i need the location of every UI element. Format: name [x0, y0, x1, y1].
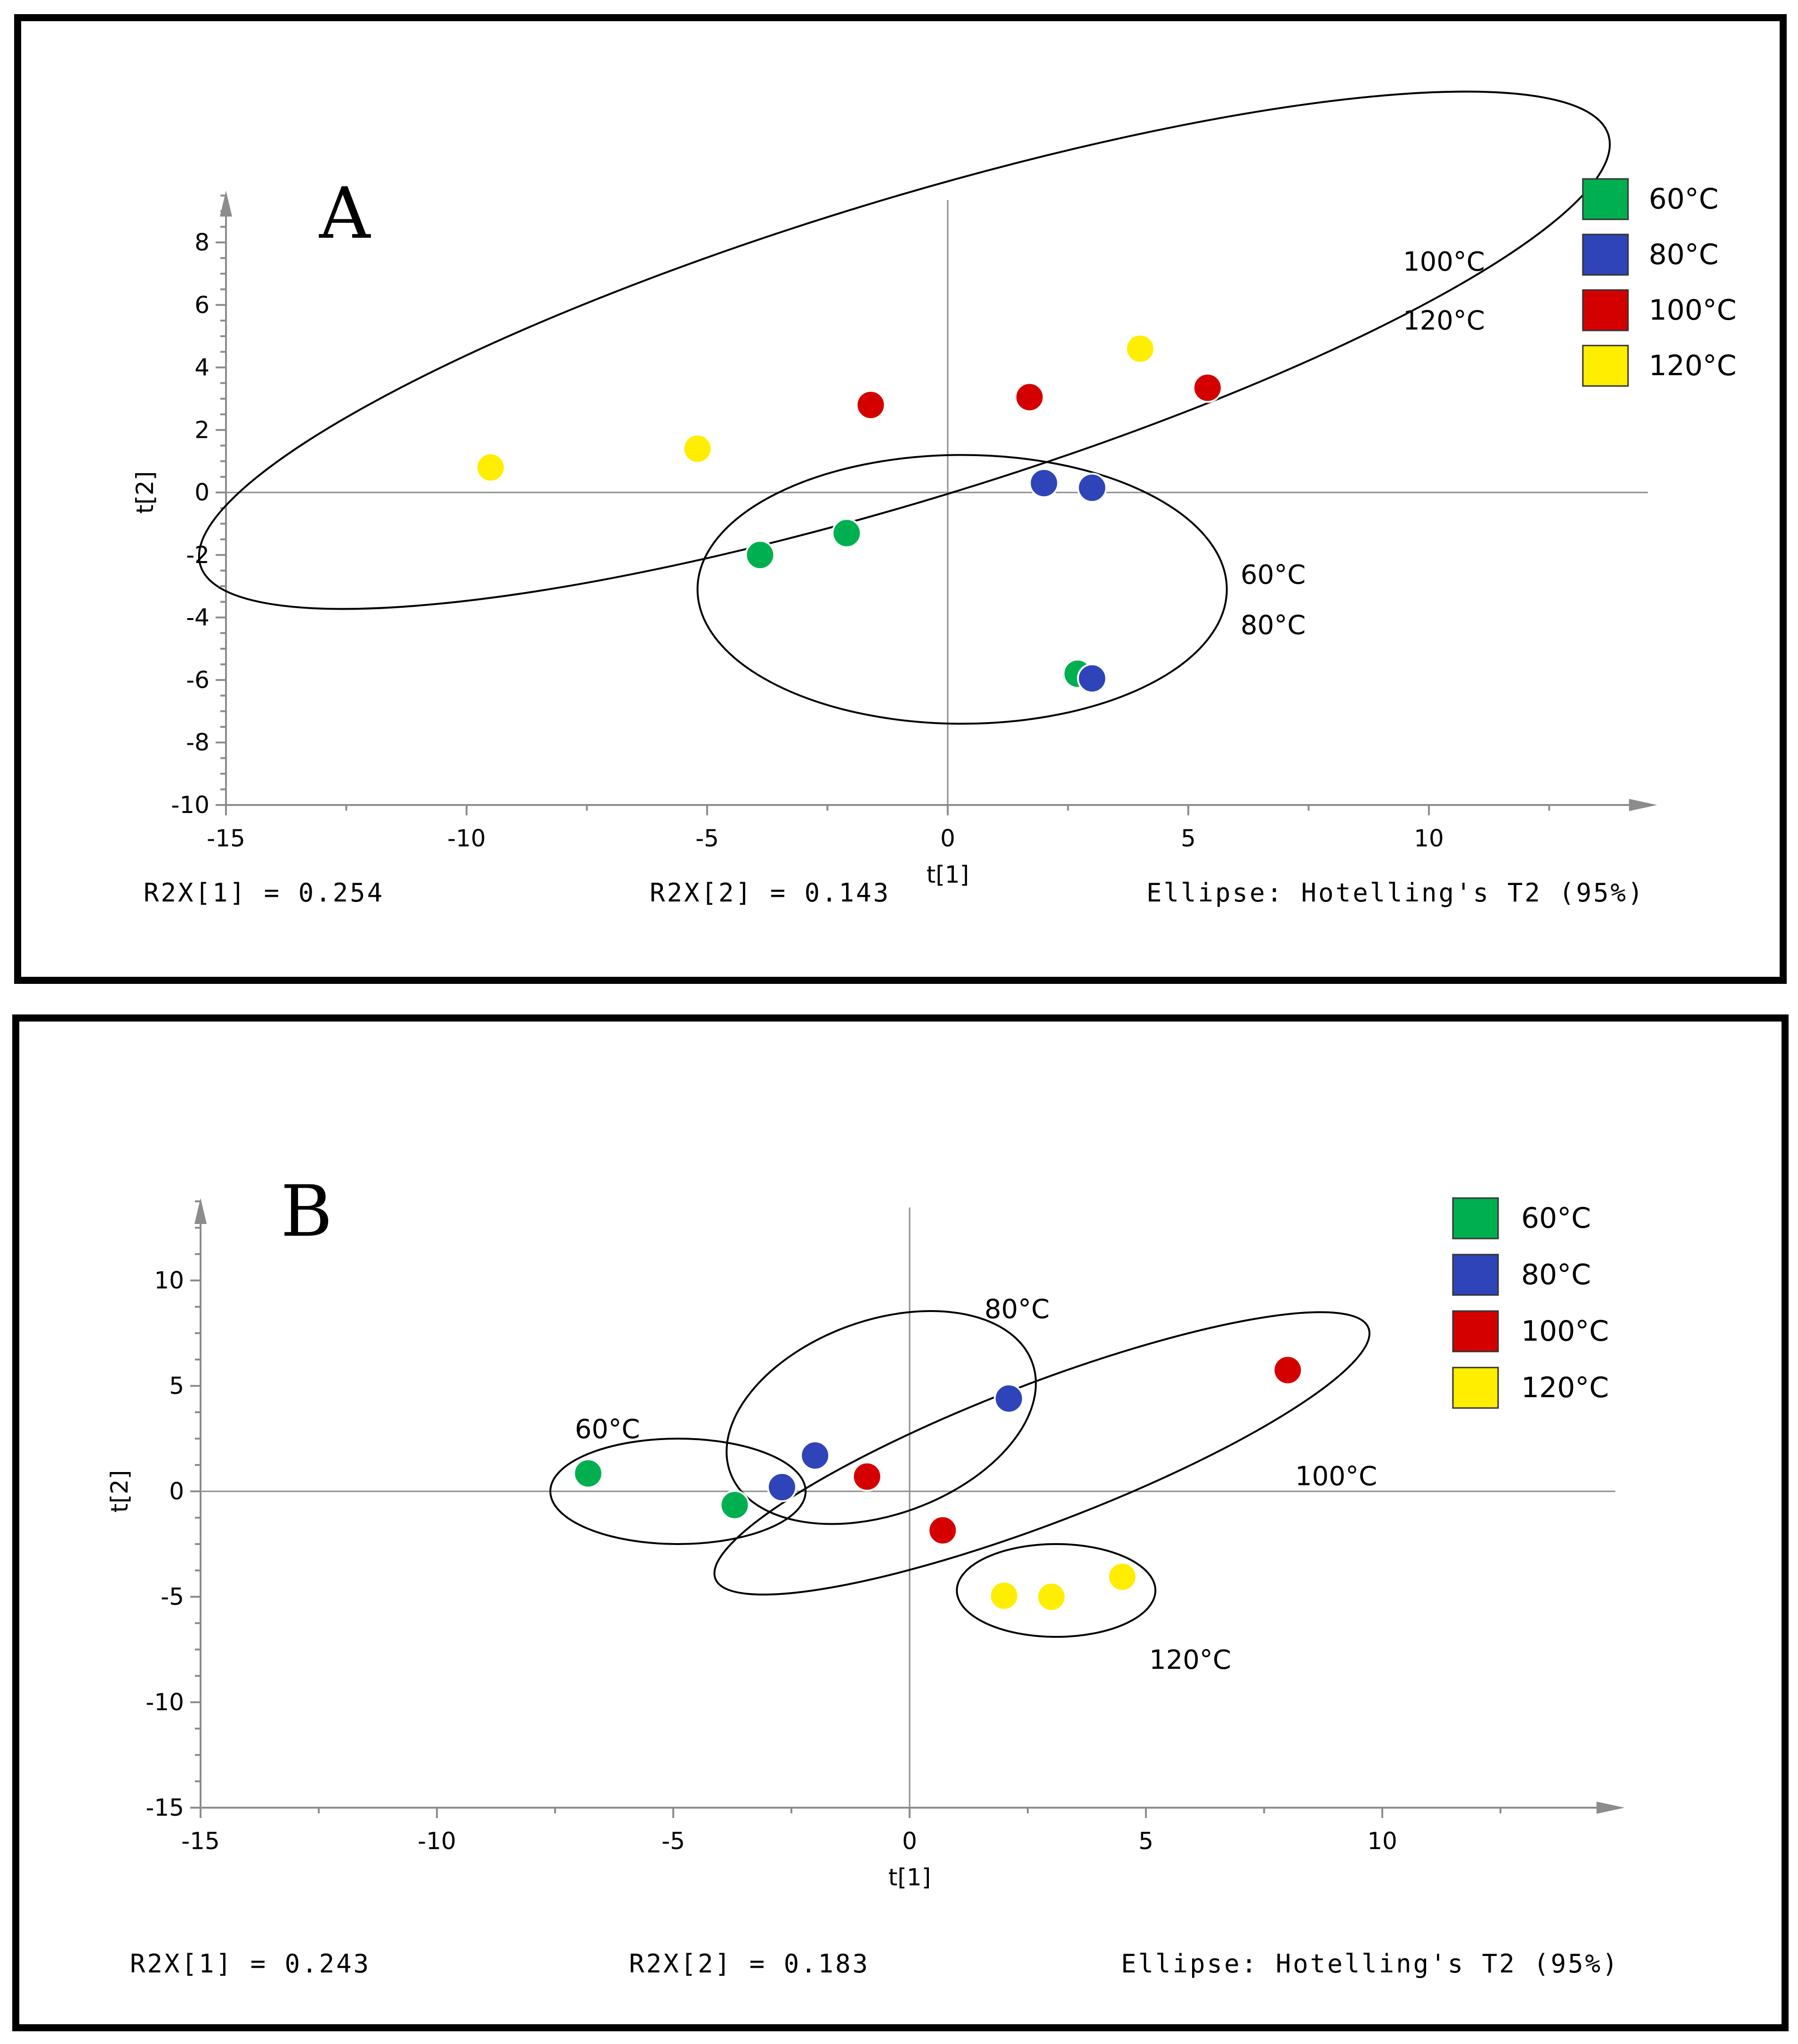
- ellipse-group-label: 80°C: [1241, 610, 1306, 641]
- data-point: [1273, 1355, 1303, 1385]
- y-tick-label: 6: [194, 291, 210, 319]
- legend-swatch: [1452, 1197, 1499, 1239]
- y-tick-label: 5: [169, 1372, 184, 1400]
- y-tick-label: -4: [186, 604, 210, 631]
- legend-label: 80°C: [1521, 1258, 1591, 1291]
- data-point: [682, 434, 713, 464]
- x-tick-label: 5: [1181, 825, 1196, 852]
- legend-label: 100°C: [1649, 294, 1736, 327]
- legend-label: 120°C: [1521, 1371, 1609, 1404]
- confidence-ellipse: [549, 1438, 807, 1545]
- x-tick-label: 0: [940, 825, 955, 852]
- legend-label: 80°C: [1649, 238, 1718, 271]
- data-point: [1077, 473, 1107, 503]
- y-tick-label: 4: [194, 354, 210, 381]
- x-tick-label: 10: [1414, 825, 1444, 852]
- y-tick-label: -10: [145, 1689, 184, 1716]
- data-point: [989, 1580, 1019, 1611]
- panel-a-chart: A -15 -10 -5 0 5 10 -10 -8 -6 -4 -2 0 2 4 6 8 t[1] t[2] 10…: [131, 90, 1736, 908]
- legend-swatch: [1452, 1254, 1499, 1296]
- legend-label: 60°C: [1521, 1202, 1591, 1235]
- y-tick-label: 10: [154, 1267, 184, 1294]
- r2x1-label: R2X[1] = 0.243: [130, 1949, 371, 1979]
- ellipse-group-label: 60°C: [575, 1414, 640, 1445]
- legend-label: 60°C: [1649, 183, 1718, 216]
- ellipse-method-label: Ellipse: Hotelling's T2 (95%): [1121, 1949, 1620, 1979]
- data-point: [1192, 372, 1223, 403]
- data-point: [1014, 382, 1045, 412]
- y-tick-label: 0: [169, 1478, 184, 1505]
- ellipse-group-label: 100°C: [1295, 1461, 1377, 1492]
- data-point: [1125, 333, 1155, 364]
- panel-b-letter: B: [281, 1171, 332, 1253]
- y-axis-title: t[2]: [106, 1470, 133, 1513]
- y-tick-label: -5: [161, 1583, 184, 1610]
- confidence-ellipse: [956, 1543, 1157, 1638]
- panel-b-frame: B -15 -10 -5 0 5 10 -15 -10 -5 0 5 10 t[1] t[2] 60°C 80…: [12, 1014, 1789, 2031]
- y-tick-label: -8: [186, 729, 210, 756]
- data-point: [1077, 663, 1107, 694]
- x-axis-title: t[1]: [888, 1864, 931, 1891]
- ellipse-group-label: 120°C: [1403, 306, 1485, 336]
- x-tick-label: 10: [1367, 1827, 1397, 1855]
- r2x2-label: R2X[2] = 0.143: [650, 878, 890, 908]
- y-axis-arrow-icon: [220, 191, 232, 217]
- ellipse-group-label: 100°C: [1403, 247, 1485, 277]
- data-point: [855, 390, 886, 420]
- ellipse-group-label: 80°C: [984, 1294, 1049, 1325]
- legend-swatch: [1582, 345, 1629, 387]
- data-point: [993, 1383, 1024, 1414]
- x-axis-arrow-icon: [1596, 1802, 1625, 1814]
- legend-swatch: [1582, 178, 1629, 220]
- x-tick-label: -10: [447, 825, 486, 852]
- y-tick-label: 8: [194, 229, 210, 256]
- confidence-ellipse: [726, 1310, 1037, 1525]
- x-tick-label: 5: [1138, 1827, 1153, 1855]
- r2x1-label: R2X[1] = 0.254: [144, 878, 384, 908]
- y-tick-label: 0: [194, 479, 210, 506]
- y-axis-arrow-icon: [194, 1198, 207, 1224]
- x-tick-label: -5: [695, 825, 719, 852]
- x-tick-label: -10: [418, 1827, 456, 1855]
- confidence-ellipse: [696, 454, 1228, 725]
- data-point: [476, 452, 506, 483]
- legend-label: 120°C: [1649, 349, 1736, 382]
- data-point: [745, 539, 775, 570]
- y-tick-label: -2: [186, 541, 210, 569]
- ellipse-group-label: 60°C: [1241, 560, 1306, 590]
- legend-swatch: [1582, 233, 1629, 276]
- y-tick-label: -15: [145, 1794, 184, 1821]
- data-point: [831, 518, 862, 548]
- data-point: [1029, 468, 1059, 499]
- x-tick-label: 0: [902, 1827, 917, 1855]
- x-tick-label: -15: [207, 825, 245, 852]
- x-tick-label: -15: [181, 1827, 220, 1855]
- data-point: [766, 1472, 797, 1503]
- data-point: [927, 1515, 958, 1545]
- x-axis-arrow-icon: [1629, 799, 1657, 811]
- legend-swatch: [1582, 289, 1629, 331]
- y-tick-label: -10: [171, 791, 210, 819]
- y-axis-title: t[2]: [131, 471, 159, 514]
- data-point: [1036, 1582, 1067, 1612]
- x-tick-label: -5: [661, 1827, 685, 1855]
- panel-a-frame: A -15 -10 -5 0 5 10 -10 -8 -6 -4 -2 0 2 4 6 8 t[1] t[2] 10…: [14, 14, 1787, 984]
- data-point: [1107, 1561, 1137, 1592]
- y-tick-label: -6: [186, 666, 210, 693]
- legend-label: 100°C: [1521, 1315, 1609, 1348]
- data-point: [573, 1458, 604, 1489]
- panel-b-chart: B -15 -10 -5 0 5 10 -15 -10 -5 0 5 10 t[1] t[2] 60°C 80…: [106, 1171, 1625, 1979]
- panel-a-letter: A: [319, 173, 371, 255]
- legend-swatch: [1452, 1367, 1499, 1409]
- data-point: [852, 1461, 882, 1492]
- data-point: [800, 1440, 830, 1471]
- data-point: [719, 1490, 750, 1521]
- y-tick-label: 2: [194, 416, 210, 443]
- ellipse-method-label: Ellipse: Hotelling's T2 (95%): [1146, 878, 1645, 908]
- x-axis-title: t[1]: [927, 861, 969, 888]
- confidence-ellipse: [198, 90, 1611, 610]
- ellipse-group-label: 120°C: [1149, 1645, 1231, 1675]
- legend-swatch: [1452, 1310, 1499, 1352]
- r2x2-label: R2X[2] = 0.183: [629, 1949, 870, 1979]
